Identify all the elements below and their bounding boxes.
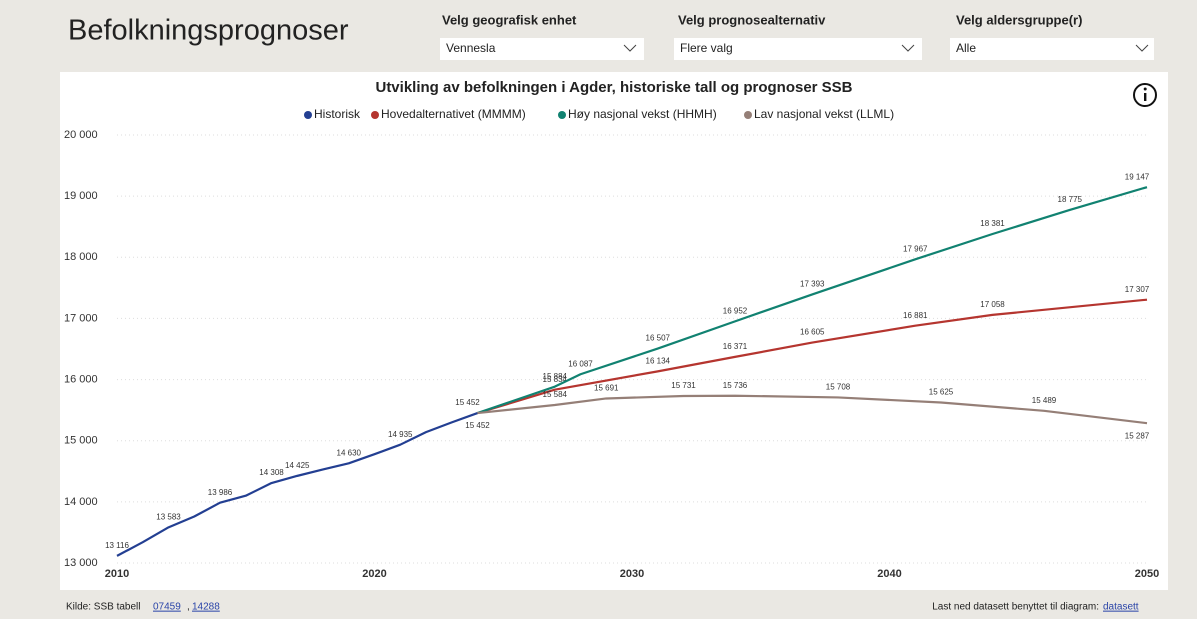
- legend-dot: [558, 111, 566, 119]
- legend-dot: [371, 111, 379, 119]
- value-label: 16 087: [568, 359, 593, 368]
- legend-label: Historisk: [314, 107, 361, 121]
- legend-label: Høy nasjonal vekst (HHMH): [568, 107, 717, 121]
- y-tick-label: 16 000: [64, 373, 98, 385]
- x-tick-label: 2040: [877, 568, 901, 580]
- y-tick-label: 15 000: [64, 435, 98, 447]
- chart-panel: [60, 72, 1168, 590]
- value-label: 13 583: [156, 512, 181, 521]
- value-label: 15 736: [723, 381, 748, 390]
- value-label: 15 884: [543, 372, 568, 381]
- chevron: [1135, 44, 1149, 52]
- value-label: 15 708: [826, 383, 851, 392]
- x-tick-label: 2020: [362, 568, 386, 580]
- value-label: 16 507: [646, 334, 671, 343]
- chevron: [901, 44, 915, 52]
- x-tick-label: 2030: [620, 568, 644, 580]
- filter: Velg aldersgruppe(r) Alle: [950, 12, 1154, 60]
- value-label: 15 584: [543, 390, 568, 399]
- chevron: [623, 44, 637, 52]
- dropdown[interactable]: [440, 38, 644, 60]
- value-label: 16 134: [646, 356, 671, 365]
- value-label: 18 381: [980, 219, 1005, 228]
- y-tick-label: 17 000: [64, 312, 98, 324]
- value-label: 17 307: [1125, 285, 1150, 294]
- legend-dot: [304, 111, 312, 119]
- filter-label: Velg geografisk enhet: [442, 12, 577, 27]
- page-title: Befolkningsprognoser: [68, 15, 349, 47]
- y-tick-label: 14 000: [64, 496, 98, 508]
- info-circle: [1133, 83, 1157, 107]
- dropdown[interactable]: [674, 38, 922, 60]
- value-label: 17 393: [800, 280, 825, 289]
- value-label: 19 147: [1125, 172, 1150, 181]
- value-label: 17 058: [980, 300, 1005, 309]
- filter-label: Velg aldersgruppe(r): [956, 12, 1082, 27]
- filter-label: Velg prognosealternativ: [678, 12, 826, 27]
- value-label: 15 625: [929, 388, 954, 397]
- value-label: 13 986: [208, 488, 233, 497]
- dropdown-value: Alle: [956, 41, 976, 55]
- separator: ,: [187, 602, 190, 613]
- plot: 13 000 14 000 15 000 16 000 17 000 18 000 19 0…: [64, 107, 1159, 580]
- value-label: 14 630: [337, 448, 362, 457]
- y-tick-label: 13 000: [64, 557, 98, 569]
- series-line: [477, 394, 1148, 425]
- chart-title: Utvikling av befolkningen i Agder, histo…: [375, 79, 852, 96]
- download-link[interactable]: datasett: [1103, 602, 1139, 613]
- y-tick-label: 19 000: [64, 190, 98, 202]
- legend-dot: [744, 111, 752, 119]
- info-dot: [1143, 87, 1147, 91]
- value-label: 18 775: [1058, 195, 1083, 204]
- value-label: 16 605: [800, 328, 825, 337]
- value-label: 16 371: [723, 342, 748, 351]
- dropdown[interactable]: [950, 38, 1154, 60]
- value-label: 15 287: [1125, 431, 1150, 440]
- source-link[interactable]: 07459: [153, 602, 181, 613]
- dropdown-value: Flere valg: [680, 41, 733, 55]
- dropdown-value: Vennesla: [446, 41, 496, 55]
- value-label: 14 308: [259, 468, 284, 477]
- series-line: [477, 186, 1148, 415]
- value-label: 15 452: [455, 398, 480, 407]
- series-line: [477, 298, 1148, 415]
- value-label: 15 834: [543, 375, 568, 384]
- x-tick-label: 2050: [1135, 568, 1159, 580]
- info-stem: [1144, 93, 1147, 101]
- value-label: 14 935: [388, 430, 413, 439]
- value-label: 14 425: [285, 461, 310, 470]
- legend-label: Lav nasjonal vekst (LLML): [754, 107, 894, 121]
- legend-label: Hovedalternativet (MMMM): [381, 107, 526, 121]
- series-line: [116, 412, 478, 557]
- filter: Velg geografisk enhet Vennesla: [440, 12, 644, 60]
- filter: Velg prognosealternativ Flere valg: [674, 12, 922, 60]
- info-icon[interactable]: [1133, 83, 1157, 107]
- value-label: 17 967: [903, 244, 928, 253]
- value-label: 16 952: [723, 306, 748, 315]
- value-label: 15 452: [465, 421, 490, 430]
- value-label: 15 731: [671, 381, 696, 390]
- value-label: 15 489: [1032, 396, 1057, 405]
- source-link[interactable]: 14288: [192, 602, 220, 613]
- source-text: Kilde: SSB tabell: [66, 602, 141, 613]
- y-tick-label: 20 000: [64, 129, 98, 141]
- x-tick-label: 2010: [105, 568, 129, 580]
- download-text: Last ned datasett benyttet til diagram:: [932, 602, 1099, 613]
- y-tick-label: 18 000: [64, 251, 98, 263]
- value-label: 16 881: [903, 311, 928, 320]
- value-label: 13 116: [105, 541, 129, 550]
- value-label: 15 691: [594, 384, 619, 393]
